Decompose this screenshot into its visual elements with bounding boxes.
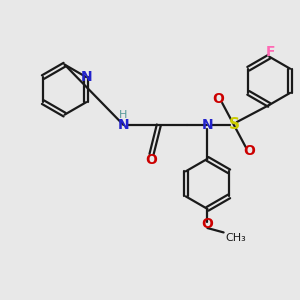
Text: S: S [228, 118, 239, 133]
Text: F: F [266, 45, 275, 59]
Text: N: N [80, 70, 92, 84]
Text: H: H [119, 110, 128, 120]
Text: N: N [202, 118, 213, 132]
Text: O: O [202, 217, 213, 231]
Text: O: O [243, 144, 255, 158]
Text: O: O [213, 92, 224, 106]
Text: N: N [118, 118, 129, 132]
Text: CH₃: CH₃ [225, 233, 246, 243]
Text: O: O [146, 153, 158, 167]
